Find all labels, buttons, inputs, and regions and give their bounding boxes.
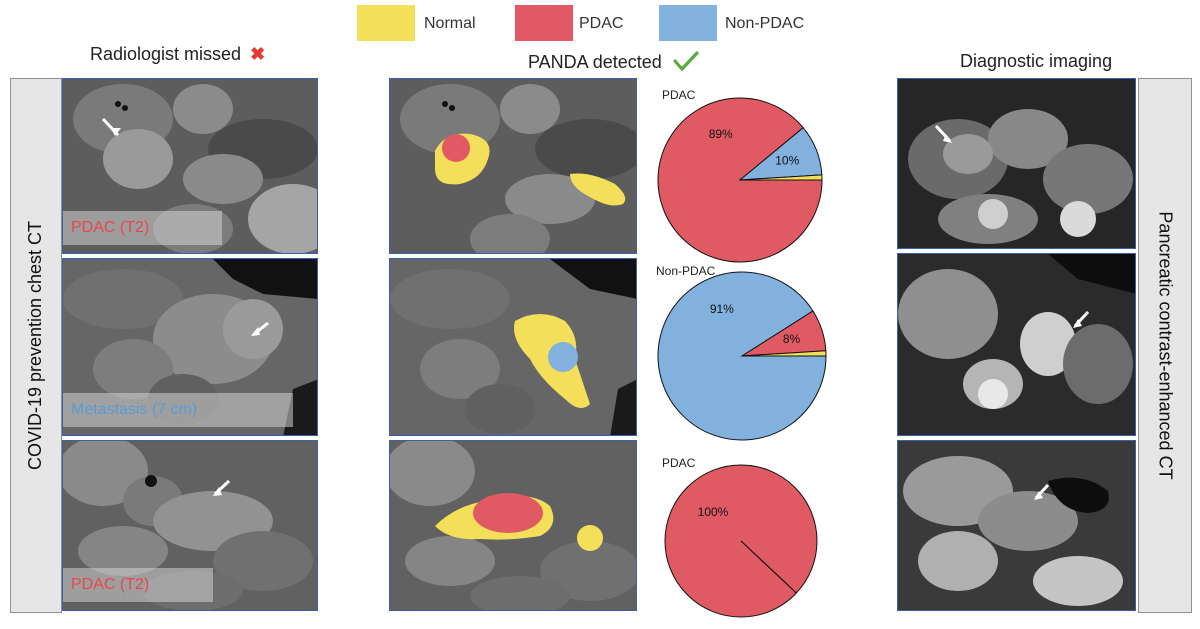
pie-svg-3: 100% [664, 464, 818, 618]
ct-image-diagnostic-3 [897, 440, 1136, 611]
pie-label-pdac: 8% [783, 332, 801, 346]
legend-swatch-normal [357, 5, 415, 41]
legend-swatch-non-pdac [659, 5, 717, 41]
ct-image-diagnostic-2 [897, 253, 1136, 436]
caption-pdac-t2-1: PDAC (T2) [63, 211, 222, 245]
legend-label-normal: Normal [424, 15, 476, 32]
side-label-left-text: COVID-19 prevention chest CT [25, 220, 46, 471]
pie-label-pdac: 89% [709, 127, 733, 141]
legend-label-non-pdac: Non-PDAC [725, 15, 805, 32]
heading-radiologist-missed: Radiologist missed ✖ [90, 44, 265, 65]
ct-image-radiologist-1: PDAC (T2) [62, 78, 318, 254]
pie-chart-3: PDAC 100% [656, 452, 836, 618]
side-label-right-text: Pancreatic contrast-enhanced CT [1155, 211, 1176, 480]
ct-image-radiologist-2: Metastasis (7 cm) [62, 258, 318, 436]
side-label-left: COVID-19 prevention chest CT [10, 78, 62, 613]
heading-radiologist-text: Radiologist missed [90, 44, 242, 64]
legend-label-pdac: PDAC [579, 15, 624, 32]
pie-title-1: PDAC [662, 88, 696, 102]
caption-metastasis: Metastasis (7 cm) [63, 393, 293, 427]
ct-image-panda-1 [389, 78, 637, 254]
cross-icon: ✖ [250, 44, 266, 64]
pie-chart-2: Non-PDAC 91% 8% [656, 264, 836, 441]
ct-image-radiologist-3: PDAC (T2) [62, 440, 318, 611]
pie-label-pdac: 100% [698, 505, 729, 519]
pie-slice-normal [739, 174, 823, 181]
pie-slice-non-pdac [657, 271, 827, 441]
pie-slice-normal [741, 350, 827, 357]
pie-svg-1: 89% 10% [657, 97, 823, 263]
caption-pdac-t2-2: PDAC (T2) [63, 568, 213, 602]
heading-panda-text: PANDA detected [528, 52, 662, 72]
side-label-right: Pancreatic contrast-enhanced CT [1138, 78, 1192, 613]
pie-radius-line [740, 540, 797, 594]
pie-title-2: Non-PDAC [656, 264, 716, 278]
pie-svg-2: 91% 8% [657, 271, 827, 441]
pie-label-non-pdac: 91% [710, 302, 734, 316]
heading-diagnostic-imaging: Diagnostic imaging [960, 51, 1113, 71]
legend-swatch-pdac [515, 5, 573, 41]
ct-image-panda-2 [389, 258, 637, 436]
pie-chart-1: PDAC 89% 10% [656, 88, 836, 263]
ct-image-diagnostic-1 [897, 78, 1136, 249]
check-icon [673, 50, 699, 77]
pie-label-non-pdac: 10% [775, 153, 799, 167]
pie-title-3: PDAC [662, 456, 696, 470]
ct-image-panda-3 [389, 440, 637, 611]
heading-panda-detected: PANDA detected [528, 50, 699, 77]
